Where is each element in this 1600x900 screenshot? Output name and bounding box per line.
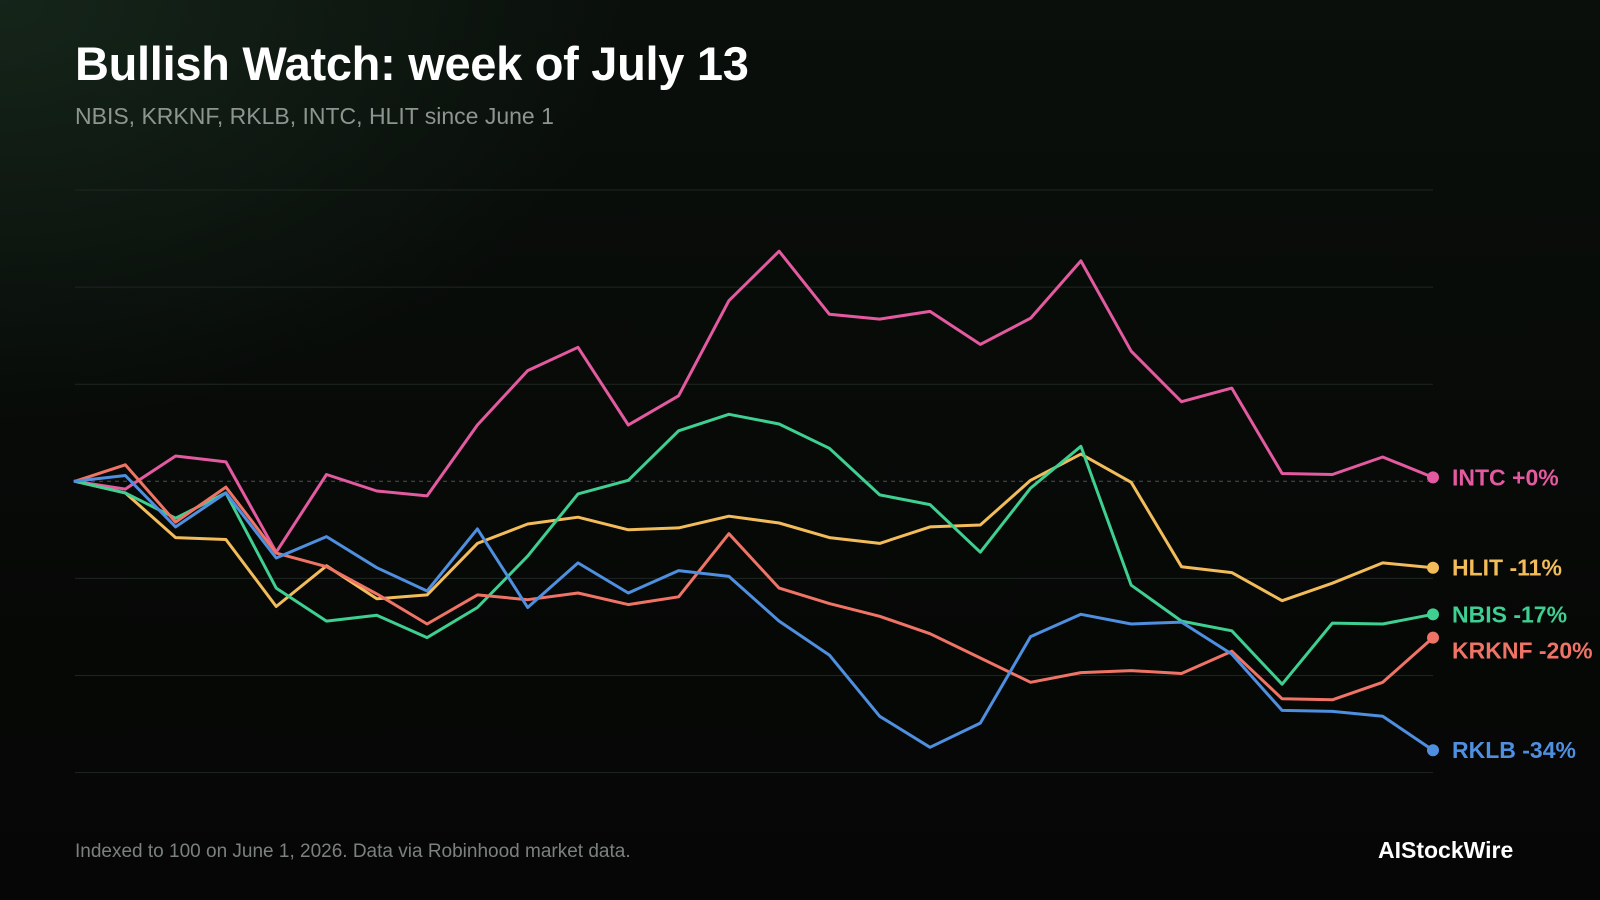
end-label-nbis: NBIS -17% <box>1452 601 1567 627</box>
gridlines <box>75 189 1433 774</box>
end-marker-krknf <box>1427 631 1439 644</box>
footnote: Indexed to 100 on June 1, 2026. Data via… <box>75 841 631 862</box>
series-end-labels: INTC +0% HLIT -11% NBIS -17% KRKNF -20% RKLB… <box>1452 464 1593 763</box>
end-label-rklb: RKLB -34% <box>1452 737 1576 763</box>
brand-logo-text: AIStockWire <box>1378 837 1514 863</box>
end-marker-nbis <box>1427 608 1439 621</box>
chart-title: Bullish Watch: week of July 13 <box>75 37 749 90</box>
chart-subtitle: NBIS, KRKNF, RKLB, INTC, HLIT since June… <box>75 103 554 129</box>
series-line-rklb <box>73 474 1435 752</box>
end-marker-hlit <box>1427 561 1439 574</box>
series-line-intc <box>73 249 1435 554</box>
end-label-krknf: KRKNF -20% <box>1452 637 1593 663</box>
series-line-krknf <box>73 463 1435 702</box>
series-line-nbis <box>73 412 1435 686</box>
end-marker-rklb <box>1427 744 1439 757</box>
end-label-intc: INTC +0% <box>1452 464 1559 490</box>
end-marker-intc <box>1427 471 1439 484</box>
end-label-hlit: HLIT -11% <box>1452 555 1562 581</box>
series-lines <box>73 249 1439 757</box>
series-line-hlit <box>73 452 1435 608</box>
